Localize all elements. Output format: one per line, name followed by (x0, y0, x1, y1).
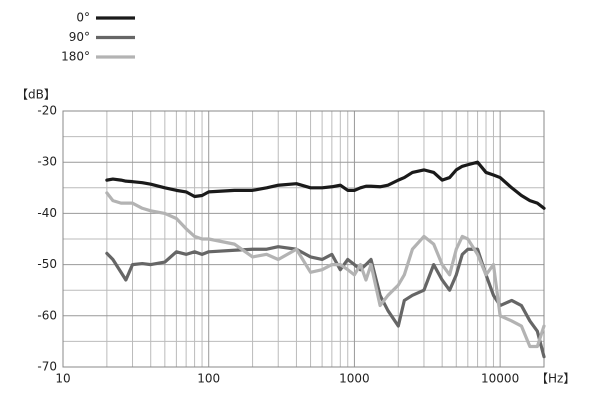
x-tick-label: 10000 (481, 372, 519, 386)
series-line (105, 245, 546, 359)
series-line (105, 160, 546, 210)
legend-label: 90° (69, 30, 90, 44)
legend-label: 0° (76, 11, 90, 25)
y-tick-label: -40 (37, 206, 57, 220)
y-tick-label: -30 (37, 155, 57, 169)
y-tick-label: -70 (37, 360, 57, 374)
y-axis-label: 【dB】 (16, 88, 56, 102)
x-tick-label: 1000 (339, 372, 370, 386)
legend-label: 180° (61, 50, 90, 64)
y-tick-label: -50 (37, 257, 57, 271)
series-line (105, 191, 546, 349)
x-tick-label: 100 (197, 372, 220, 386)
plot-frame (62, 110, 545, 368)
x-axis-label: 【Hz】 (536, 372, 575, 386)
y-tick-label: -20 (37, 104, 57, 118)
x-tick-label: 10 (55, 372, 70, 386)
y-tick-label: -60 (37, 308, 57, 322)
